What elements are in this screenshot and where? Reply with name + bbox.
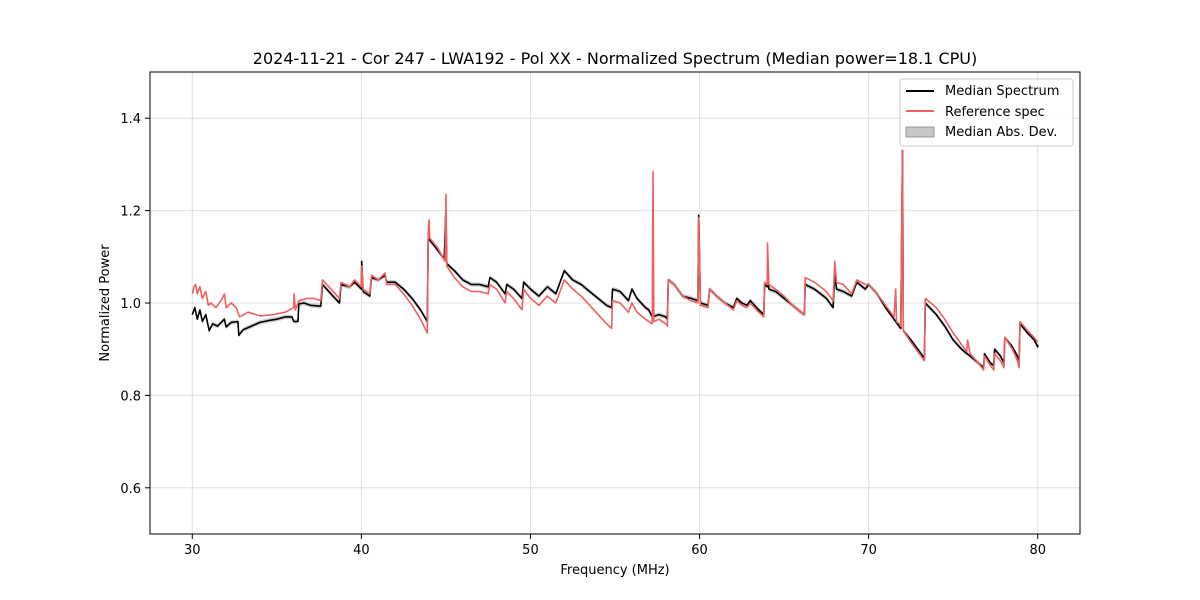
y-tick-label: 0.8 xyxy=(120,389,141,404)
x-axis-label: Frequency (MHz) xyxy=(560,563,669,578)
x-tick-label: 80 xyxy=(1029,543,1046,558)
mad-band xyxy=(192,148,1038,370)
reference-spec-line xyxy=(191,149,1039,371)
x-axis-ticks: 30 40 50 60 70 80 xyxy=(184,534,1046,558)
legend-median-label: Median Spectrum xyxy=(945,84,1059,99)
y-tick-label: 0.6 xyxy=(120,482,141,497)
median-spectrum-line xyxy=(191,149,1039,369)
y-axis-ticks: 0.6 0.8 1.0 1.2 1.4 xyxy=(120,112,150,497)
x-tick-label: 70 xyxy=(860,543,877,558)
legend-box xyxy=(899,78,1074,147)
x-tick-label: 40 xyxy=(353,543,370,558)
series-lines-layer xyxy=(191,149,1039,371)
legend-reference-label: Reference spec xyxy=(945,105,1045,120)
y-axis-label: Normalized Power xyxy=(98,244,113,362)
chart-title: 2024-11-21 - Cor 247 - LWA192 - Pol XX -… xyxy=(253,49,977,68)
x-tick-label: 60 xyxy=(691,543,708,558)
legend-mad-swatch xyxy=(905,126,935,138)
mad-band-layer xyxy=(192,148,1038,370)
legend: Median Spectrum Reference spec Median Ab… xyxy=(899,78,1074,147)
y-tick-label: 1.2 xyxy=(120,205,141,220)
x-tick-label: 30 xyxy=(184,543,201,558)
legend-mad-label: Median Abs. Dev. xyxy=(945,125,1057,140)
y-tick-label: 1.0 xyxy=(120,297,141,312)
x-tick-label: 50 xyxy=(522,543,539,558)
y-tick-label: 1.4 xyxy=(120,112,141,127)
